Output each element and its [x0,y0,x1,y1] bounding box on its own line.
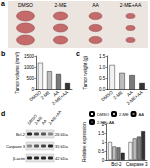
svg-text:Relative expression: Relative expression [82,122,87,162]
svg-text:0.5: 0.5 [98,149,105,154]
svg-text:β-actin: β-actin [13,156,25,161]
html-text:c: c [76,50,80,57]
svg-text:2-ME+AA: 2-ME+AA [126,90,144,106]
svg-text:0.0: 0.0 [99,87,106,92]
svg-text:2-ME+AA: 2-ME+AA [97,120,115,125]
svg-text:Tumor weight (g): Tumor weight (g) [83,55,88,89]
svg-text:Bcl-2: Bcl-2 [16,132,26,137]
svg-text:DMSO: DMSO [28,89,42,103]
svg-text:Bcl-2: Bcl-2 [111,162,122,167]
svg-text:DMSO: DMSO [18,2,33,8]
svg-text:DMSO: DMSO [97,112,109,117]
svg-text:AA: AA [139,112,145,117]
svg-text:1.5: 1.5 [99,54,106,59]
svg-text:42 kDa: 42 kDa [55,156,68,161]
svg-text:2-ME: 2-ME [33,115,44,126]
svg-text:2-ME: 2-ME [112,90,123,101]
svg-text:AA: AA [40,118,48,126]
svg-text:2-ME: 2-ME [119,112,129,117]
svg-text:AA: AA [92,2,99,8]
svg-text:Caspase 3: Caspase 3 [6,144,26,149]
svg-text:2-ME: 2-ME [55,2,68,8]
svg-text:2-ME+AA: 2-ME+AA [47,110,62,126]
svg-text:0.5: 0.5 [99,76,106,81]
svg-text:1: 1 [102,140,105,145]
svg-text:0: 0 [102,158,105,163]
svg-text:1500: 1500 [24,54,35,59]
html-text:b: b [1,50,6,57]
svg-text:2-ME+AA: 2-ME+AA [120,2,142,8]
svg-text:Tumor volume (mm³): Tumor volume (mm³) [15,51,20,93]
svg-text:2-ME+AA: 2-ME+AA [51,90,69,106]
svg-text:500: 500 [26,76,34,81]
html-text:d: d [1,110,6,117]
svg-text:Caspase 3: Caspase 3 [126,162,148,167]
svg-text:DMSO: DMSO [100,89,114,103]
svg-text:1000: 1000 [24,65,35,70]
svg-text:DMSO: DMSO [26,113,38,126]
svg-text:0: 0 [31,87,34,92]
svg-text:26 kDa: 26 kDa [55,132,68,137]
svg-text:35 kDa: 35 kDa [55,144,68,149]
svg-text:2-ME: 2-ME [40,90,51,101]
svg-text:1.0: 1.0 [99,65,106,70]
html-text:a: a [1,0,5,7]
svg-text:1.5: 1.5 [98,131,105,136]
